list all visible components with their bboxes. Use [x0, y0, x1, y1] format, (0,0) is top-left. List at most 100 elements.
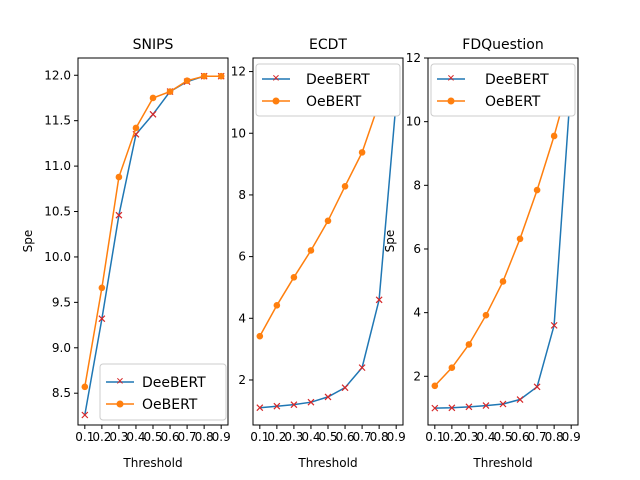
y-tick-label: 11.0	[44, 159, 71, 173]
data-point-oebert	[533, 186, 541, 194]
y-tick-label: 2	[238, 373, 246, 387]
x-tick-label: 0.6	[335, 430, 354, 444]
x-tick-label: 0.9	[562, 430, 581, 444]
data-point-deebert	[98, 315, 106, 323]
x-tick-label: 0.7	[353, 430, 372, 444]
panel-ecdt: ECDT 0.10.20.30.40.50.60.70.80.9 2 4 6 8 10 12…	[231, 37, 406, 470]
y-tick-label: 10.5	[44, 205, 71, 219]
data-point-deebert	[115, 211, 123, 219]
series-line-deebert	[259, 100, 397, 409]
data-point-deebert	[499, 400, 507, 408]
data-point-deebert	[516, 396, 524, 403]
data-point-oebert	[324, 217, 332, 225]
axis-ticks: 0.10.20.30.40.50.60.70.80.9 2 4 6 8 10 12	[231, 65, 406, 444]
data-point-deebert	[375, 296, 383, 304]
data-point-oebert	[465, 341, 473, 348]
x-tick-label: 0.5	[143, 430, 162, 444]
panel-title: SNIPS	[133, 37, 174, 53]
data-point-deebert	[550, 321, 558, 329]
data-point-deebert	[341, 384, 349, 392]
y-tick-label: 8	[413, 178, 421, 192]
legend: ✕ DeeBERT OeBERT	[99, 363, 227, 421]
data-point-deebert	[290, 401, 298, 409]
x-tick-label: 0.5	[493, 430, 512, 444]
data-point-oebert	[81, 383, 89, 391]
data-point-oebert	[115, 173, 123, 181]
data-point-oebert	[200, 72, 208, 80]
x-tick-label: 0.2	[92, 430, 111, 444]
data-point-deebert	[482, 402, 490, 410]
y-tick-label: 10	[231, 126, 246, 140]
x-tick-label: 0.4	[126, 430, 145, 444]
data-point-oebert	[341, 182, 349, 190]
data-point-oebert	[307, 247, 315, 254]
legend-label-deebert: DeeBERT	[142, 375, 206, 391]
data-point-oebert	[448, 364, 456, 372]
legend: ✕ DeeBERT OeBERT	[430, 63, 576, 117]
data-point-oebert	[516, 235, 524, 243]
series-layer	[256, 71, 400, 412]
legend-label-deebert: DeeBERT	[306, 72, 370, 88]
panel-title: FDQuestion	[462, 37, 543, 53]
x-tick-label: 0.4	[476, 430, 495, 444]
legend-marker-oebert	[272, 97, 280, 105]
data-point-oebert	[499, 278, 507, 285]
y-tick-label: 6	[238, 250, 246, 264]
data-point-oebert	[482, 311, 490, 319]
x-axis-label: Threshold	[122, 456, 182, 470]
panel-title: ECDT	[309, 37, 347, 53]
legend-marker-deebert: ✕	[272, 74, 280, 85]
x-tick-label: 0.3	[284, 430, 303, 444]
x-tick-label: 0.2	[267, 430, 286, 444]
legend-marker-oebert	[116, 400, 124, 408]
y-axis-label: Spe	[21, 230, 35, 253]
data-point-oebert	[256, 332, 264, 340]
x-tick-label: 0.8	[370, 430, 389, 444]
x-tick-label: 0.8	[545, 430, 564, 444]
data-point-deebert	[256, 404, 264, 412]
x-tick-label: 0.6	[160, 430, 179, 444]
y-tick-label: 10.0	[44, 250, 71, 264]
x-tick-label: 0.9	[212, 430, 231, 444]
data-point-deebert	[533, 383, 541, 391]
data-point-oebert	[132, 124, 140, 132]
data-point-deebert	[149, 110, 157, 118]
y-tick-label: 11.5	[44, 114, 71, 128]
x-tick-label: 0.6	[510, 430, 529, 444]
data-point-deebert	[448, 404, 456, 412]
legend-label-oebert: OeBERT	[485, 94, 541, 110]
y-tick-label: 4	[238, 311, 246, 325]
x-tick-label: 0.1	[250, 430, 269, 444]
x-axis-label: Threshold	[297, 456, 357, 470]
x-tick-label: 0.3	[109, 430, 128, 444]
data-point-oebert	[431, 382, 439, 390]
x-tick-label: 0.7	[178, 430, 197, 444]
y-tick-label: 9.5	[52, 295, 71, 309]
x-tick-label: 0.1	[425, 430, 444, 444]
data-point-oebert	[550, 132, 558, 140]
y-tick-label: 2	[413, 369, 421, 383]
series-line-deebert	[434, 80, 572, 409]
data-point-oebert	[166, 88, 174, 95]
data-point-deebert	[324, 393, 332, 401]
legend-marker-deebert: ✕	[447, 74, 455, 85]
y-tick-label: 9.0	[52, 341, 71, 355]
legend-marker-oebert	[447, 97, 455, 105]
series-layer	[431, 70, 575, 412]
y-tick-label: 12	[231, 65, 246, 79]
data-point-deebert	[81, 411, 89, 419]
y-tick-label: 6	[413, 242, 421, 256]
legend-label-oebert: OeBERT	[306, 94, 362, 110]
y-tick-label: 12.0	[44, 68, 71, 82]
y-tick-label: 10	[406, 115, 421, 129]
data-point-deebert	[358, 364, 366, 372]
axis-ticks: 0.10.20.30.40.50.60.70.80.9 8.5 9.0 9.5 10.0…	[44, 68, 230, 444]
legend-marker-deebert: ✕	[116, 377, 124, 388]
data-point-oebert	[149, 94, 157, 102]
data-point-oebert	[217, 72, 225, 80]
x-tick-label: 0.4	[301, 430, 320, 444]
x-tick-label: 0.7	[528, 430, 547, 444]
data-point-oebert	[290, 273, 298, 281]
